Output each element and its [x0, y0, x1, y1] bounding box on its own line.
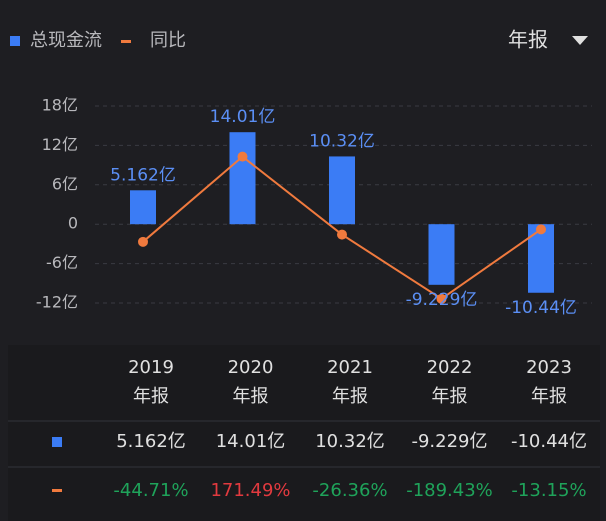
y-tick-label: -12亿 — [36, 293, 78, 312]
y-tick-label: 0 — [68, 214, 78, 233]
yoy-point — [436, 293, 447, 304]
column-period: 年报 — [531, 386, 567, 407]
column-period: 年报 — [332, 386, 368, 407]
table-background — [8, 345, 600, 521]
data-label: -10.44亿 — [505, 298, 577, 318]
table-swatch — [52, 489, 62, 492]
legend-label: 总现金流 — [30, 30, 102, 51]
y-tick-label: 6亿 — [52, 174, 78, 193]
table-swatch — [52, 437, 62, 447]
data-label: 14.01亿 — [210, 107, 276, 127]
bar — [229, 132, 256, 225]
column-year: 2021 — [327, 357, 373, 378]
column-year: 2019 — [128, 357, 174, 378]
y-tick-label: -6亿 — [46, 253, 78, 272]
dropdown-arrow[interactable] — [572, 36, 588, 45]
table-value: -10.44亿 — [511, 431, 587, 452]
y-tick-label: 12亿 — [42, 135, 78, 154]
bar — [130, 190, 156, 225]
table-yoy: -13.15% — [511, 480, 586, 501]
column-year: 2022 — [427, 357, 473, 378]
column-year: 2023 — [526, 357, 572, 378]
y-tick-label: 18亿 — [42, 96, 78, 115]
column-year: 2020 — [228, 357, 274, 378]
yoy-point — [138, 236, 148, 247]
bar — [528, 224, 554, 293]
yoy-point — [536, 224, 546, 235]
bar — [428, 224, 455, 285]
table-yoy: -189.43% — [406, 480, 493, 501]
data-label: 10.32亿 — [309, 131, 375, 151]
table-value: 14.01亿 — [216, 431, 286, 452]
legend-swatch — [10, 36, 20, 46]
column-period: 年报 — [133, 386, 169, 407]
legend-swatch — [121, 40, 131, 43]
bar — [329, 156, 355, 225]
legend-label: 同比 — [150, 30, 186, 51]
yoy-point — [237, 151, 248, 162]
table-yoy: -26.36% — [312, 480, 387, 501]
column-period: 年报 — [432, 386, 468, 407]
period-selector[interactable]: 年报 — [508, 28, 548, 52]
table-value: -9.229亿 — [411, 431, 487, 452]
data-label: 5.162亿 — [110, 165, 176, 185]
table-value: 10.32亿 — [315, 431, 385, 452]
column-period: 年报 — [233, 386, 269, 407]
table-yoy: 171.49% — [210, 480, 290, 501]
table-value: 5.162亿 — [116, 431, 186, 452]
yoy-point — [337, 229, 347, 240]
table-yoy: -44.71% — [113, 480, 188, 501]
data-label: -9.229亿 — [406, 290, 478, 310]
